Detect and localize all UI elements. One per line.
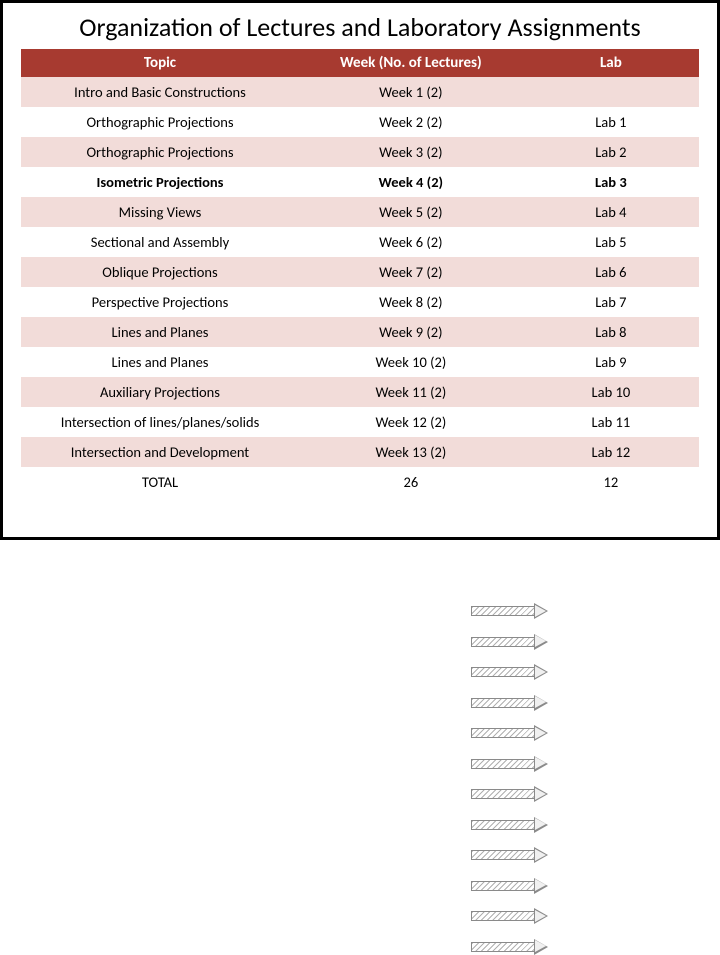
arrow-icon	[471, 635, 551, 649]
arrow-icon	[471, 818, 551, 832]
col-header-topic: Topic	[21, 49, 299, 77]
cell-week: Week 1 (2)	[299, 77, 523, 107]
table-row: Oblique ProjectionsWeek 7 (2)Lab 6	[21, 257, 699, 287]
cell-lab: Lab 2	[523, 137, 699, 167]
cell-week: Week 10 (2)	[299, 347, 523, 377]
table-row: Intersection of lines/planes/solidsWeek …	[21, 407, 699, 437]
table-row: Intersection and DevelopmentWeek 13 (2)L…	[21, 437, 699, 467]
cell-week: Week 11 (2)	[299, 377, 523, 407]
table-row: Isometric ProjectionsWeek 4 (2)Lab 3	[21, 167, 699, 197]
cell-lab	[523, 77, 699, 107]
cell-topic: Intersection and Development	[21, 437, 299, 467]
table-header-row: Topic Week (No. of Lectures) Lab	[21, 49, 699, 77]
table-row: Orthographic ProjectionsWeek 2 (2)Lab 1	[21, 107, 699, 137]
cell-topic: Sectional and Assembly	[21, 227, 299, 257]
cell-lab: Lab 8	[523, 317, 699, 347]
arrow-icon	[471, 726, 551, 740]
col-header-lab: Lab	[523, 49, 699, 77]
cell-topic: Lines and Planes	[21, 317, 299, 347]
cell-week: Week 8 (2)	[299, 287, 523, 317]
cell-topic: Perspective Projections	[21, 287, 299, 317]
arrow-icon	[471, 879, 551, 893]
cell-week: Week 12 (2)	[299, 407, 523, 437]
cell-week: Week 4 (2)	[299, 167, 523, 197]
cell-lab: Lab 5	[523, 227, 699, 257]
cell-week: Week 9 (2)	[299, 317, 523, 347]
cell-topic: Isometric Projections	[21, 167, 299, 197]
cell-topic: Orthographic Projections	[21, 107, 299, 137]
page-title: Organization of Lectures and Laboratory …	[21, 11, 699, 43]
cell-lab: Lab 7	[523, 287, 699, 317]
cell-lab: Lab 4	[523, 197, 699, 227]
table-row: Auxiliary ProjectionsWeek 11 (2)Lab 10	[21, 377, 699, 407]
arrow-icon	[471, 696, 551, 710]
cell-topic: Auxiliary Projections	[21, 377, 299, 407]
cell-topic: Oblique Projections	[21, 257, 299, 287]
cell-lab: Lab 12	[523, 437, 699, 467]
table-body: Intro and Basic ConstructionsWeek 1 (2)O…	[21, 77, 699, 497]
table-row: Lines and PlanesWeek 9 (2)Lab 8	[21, 317, 699, 347]
table-row: Intro and Basic ConstructionsWeek 1 (2)	[21, 77, 699, 107]
schedule-table: Topic Week (No. of Lectures) Lab Intro a…	[21, 49, 699, 497]
cell-week: Week 7 (2)	[299, 257, 523, 287]
arrow-icon	[471, 909, 551, 923]
table-row: Missing ViewsWeek 5 (2)Lab 4	[21, 197, 699, 227]
cell-week: Week 6 (2)	[299, 227, 523, 257]
cell-topic: Intro and Basic Constructions	[21, 77, 299, 107]
cell-topic: Orthographic Projections	[21, 137, 299, 167]
cell-week: Week 13 (2)	[299, 437, 523, 467]
arrow-icon	[471, 604, 551, 618]
table-row: Perspective ProjectionsWeek 8 (2)Lab 7	[21, 287, 699, 317]
cell-lab: Lab 9	[523, 347, 699, 377]
cell-topic: Missing Views	[21, 197, 299, 227]
table-row: TOTAL2612	[21, 467, 699, 497]
cell-lab: Lab 3	[523, 167, 699, 197]
cell-topic: TOTAL	[21, 467, 299, 497]
cell-week: Week 5 (2)	[299, 197, 523, 227]
cell-week: 26	[299, 467, 523, 497]
arrow-icon	[471, 940, 551, 954]
col-header-week: Week (No. of Lectures)	[299, 49, 523, 77]
cell-week: Week 3 (2)	[299, 137, 523, 167]
cell-topic: Intersection of lines/planes/solids	[21, 407, 299, 437]
cell-lab: Lab 1	[523, 107, 699, 137]
cell-week: Week 2 (2)	[299, 107, 523, 137]
cell-lab: 12	[523, 467, 699, 497]
table-row: Sectional and AssemblyWeek 6 (2)Lab 5	[21, 227, 699, 257]
arrow-icon	[471, 665, 551, 679]
cell-lab: Lab 6	[523, 257, 699, 287]
table-row: Lines and PlanesWeek 10 (2)Lab 9	[21, 347, 699, 377]
arrow-icon	[471, 757, 551, 771]
cell-lab: Lab 11	[523, 407, 699, 437]
table-row: Orthographic ProjectionsWeek 3 (2)Lab 2	[21, 137, 699, 167]
arrow-icon	[471, 848, 551, 862]
arrow-icon	[471, 787, 551, 801]
cell-lab: Lab 10	[523, 377, 699, 407]
cell-topic: Lines and Planes	[21, 347, 299, 377]
